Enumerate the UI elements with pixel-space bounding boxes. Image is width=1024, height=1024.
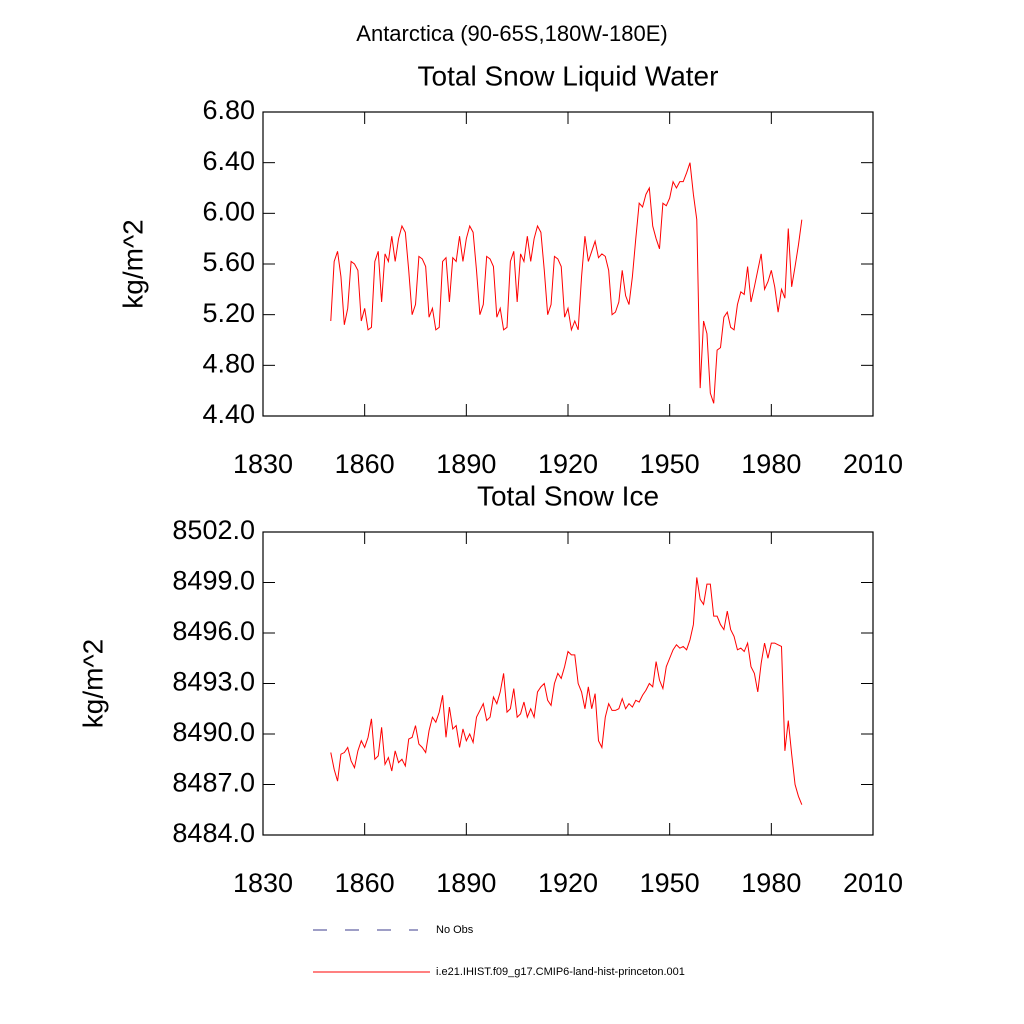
- y-tick-label: 8484.0: [172, 818, 255, 848]
- x-tick-label: 1830: [233, 868, 293, 898]
- data-line: [330, 162, 803, 404]
- x-tick-label: 1950: [640, 449, 700, 479]
- x-tick-label: 1860: [335, 449, 395, 479]
- y-tick-label: 8496.0: [172, 616, 255, 646]
- y-tick-label: 6.40: [202, 146, 255, 176]
- y-tick-label: 6.00: [202, 196, 255, 226]
- y-tick-label: 5.60: [202, 247, 255, 277]
- x-tick-label: 1950: [640, 868, 700, 898]
- y-axis-label: kg/m^2: [117, 219, 148, 308]
- legend-label: i.e21.IHIST.f09_g17.CMIP6-land-hist-prin…: [436, 966, 685, 978]
- y-tick-label: 4.40: [202, 399, 255, 429]
- chart-title: Total Snow Ice: [477, 480, 659, 511]
- y-tick-label: 8499.0: [172, 566, 255, 596]
- y-tick-label: 8493.0: [172, 667, 255, 697]
- y-tick-label: 8502.0: [172, 515, 255, 545]
- y-tick-label: 4.80: [202, 348, 255, 378]
- chart-title: Total Snow Liquid Water: [418, 60, 719, 91]
- x-tick-label: 1980: [741, 868, 801, 898]
- x-tick-label: 2010: [843, 449, 903, 479]
- x-tick-label: 2010: [843, 868, 903, 898]
- x-tick-label: 1830: [233, 449, 293, 479]
- data-line: [330, 577, 803, 805]
- y-tick-label: 8487.0: [172, 768, 255, 798]
- x-tick-label: 1920: [538, 449, 598, 479]
- x-tick-label: 1920: [538, 868, 598, 898]
- y-axis-label: kg/m^2: [77, 639, 108, 728]
- legend-label: No Obs: [436, 924, 474, 936]
- x-tick-label: 1980: [741, 449, 801, 479]
- main-title: Antarctica (90-65S,180W-180E): [356, 21, 667, 46]
- plot-frame: [262, 531, 874, 836]
- y-tick-label: 8490.0: [172, 717, 255, 747]
- y-tick-label: 5.20: [202, 298, 255, 328]
- x-tick-label: 1890: [436, 868, 496, 898]
- x-tick-label: 1860: [335, 868, 395, 898]
- y-tick-label: 6.80: [202, 95, 255, 125]
- x-tick-label: 1890: [436, 449, 496, 479]
